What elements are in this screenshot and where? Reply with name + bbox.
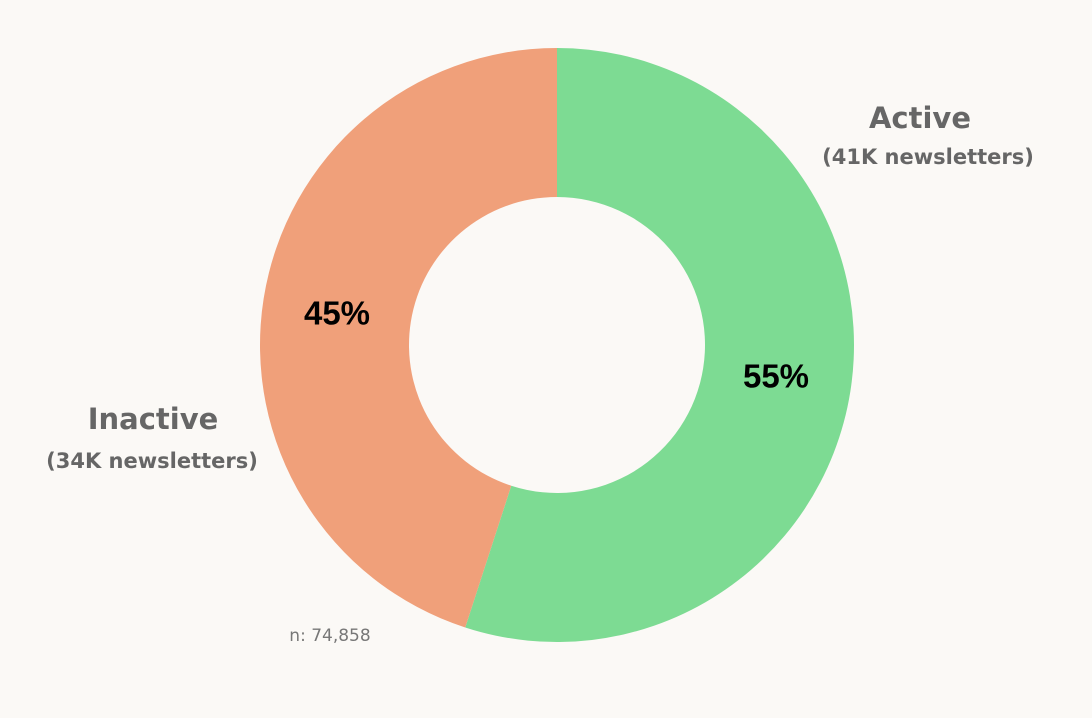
slice-label: 45% bbox=[304, 295, 370, 332]
donut-slice bbox=[465, 48, 854, 642]
sample-note: n: 74,858 bbox=[289, 626, 370, 646]
category-note: (34K newsletters) bbox=[46, 449, 258, 473]
category-label: Active bbox=[869, 101, 971, 135]
slice-label: 55% bbox=[743, 358, 809, 395]
donut-slice bbox=[259, 48, 557, 628]
category-label: Inactive bbox=[88, 402, 219, 436]
category-note: (41K newsletters) bbox=[822, 145, 1034, 169]
